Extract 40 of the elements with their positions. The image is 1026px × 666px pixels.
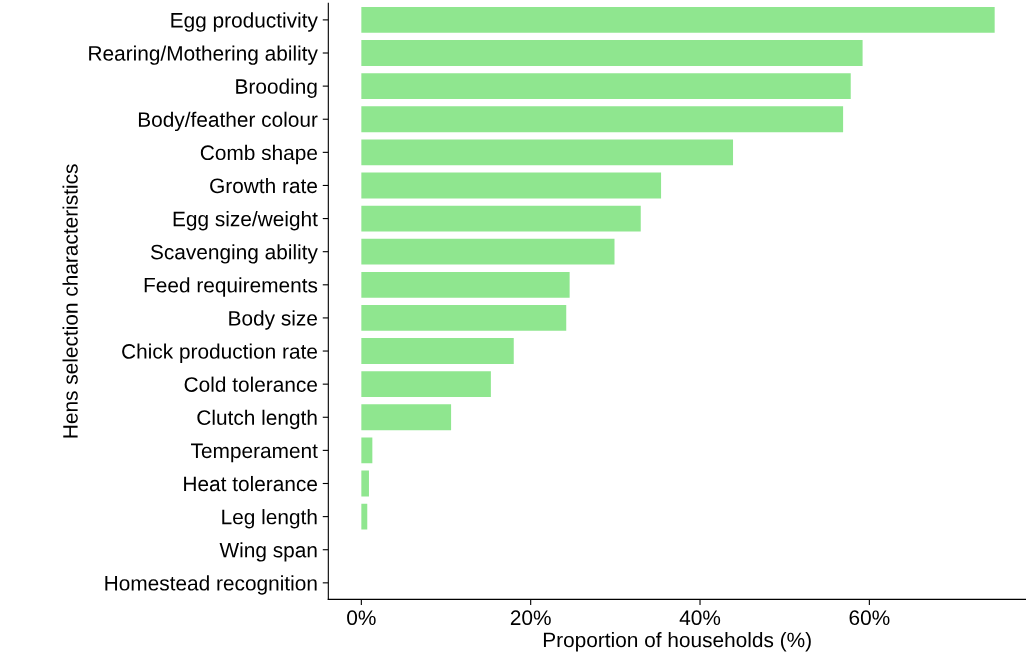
y-tick-label: Body/feather colour [138, 111, 318, 132]
y-axis-title: Hens selection characteristics [62, 164, 78, 438]
y-tick-label: Temperament [191, 443, 318, 463]
bar [361, 172, 662, 199]
x-tick-label: 20% [510, 610, 551, 626]
y-tick-label: Leg length [222, 509, 317, 529]
bar [361, 271, 570, 298]
bar [361, 139, 734, 166]
y-tick-label: Feed requirements [144, 277, 318, 297]
y-tick-label: Heat tolerance [184, 475, 317, 492]
y-tick-label: Wing span [219, 542, 317, 562]
y-tick-label: Cold tolerance [184, 376, 317, 392]
bar [361, 40, 863, 66]
y-tick-label: Brooding [236, 78, 317, 98]
y-tick-label: Comb shape [200, 144, 317, 165]
y-tick-label: Scavenging ability [150, 244, 318, 264]
bar [361, 470, 369, 497]
bar [361, 404, 452, 431]
x-tick-label: 40% [679, 610, 721, 626]
bar [361, 73, 851, 100]
y-tick-label: Body size [229, 310, 317, 330]
y-tick-label: Growth rate [210, 177, 317, 194]
y-tick-label: Chick production rate [122, 343, 317, 363]
bar [361, 338, 514, 364]
bar [361, 238, 615, 265]
bar [361, 305, 567, 331]
x-tick-label: 60% [849, 610, 890, 626]
y-tick-label: Egg productivity [171, 12, 318, 32]
bar [361, 6, 995, 33]
x-axis-title: Proportion of households (%) [543, 632, 811, 652]
y-tick-label: Egg size/weight [173, 211, 318, 231]
bar [361, 371, 491, 398]
y-tick-label: Clutch length [197, 409, 317, 430]
x-tick-label: 0% [347, 610, 376, 626]
bar [361, 106, 844, 133]
y-tick-label: Homestead recognition [105, 575, 317, 595]
bar [361, 437, 373, 464]
y-tick-label: Rearing/Mothering ability [89, 45, 318, 65]
bar [361, 503, 368, 530]
bar [361, 205, 641, 232]
